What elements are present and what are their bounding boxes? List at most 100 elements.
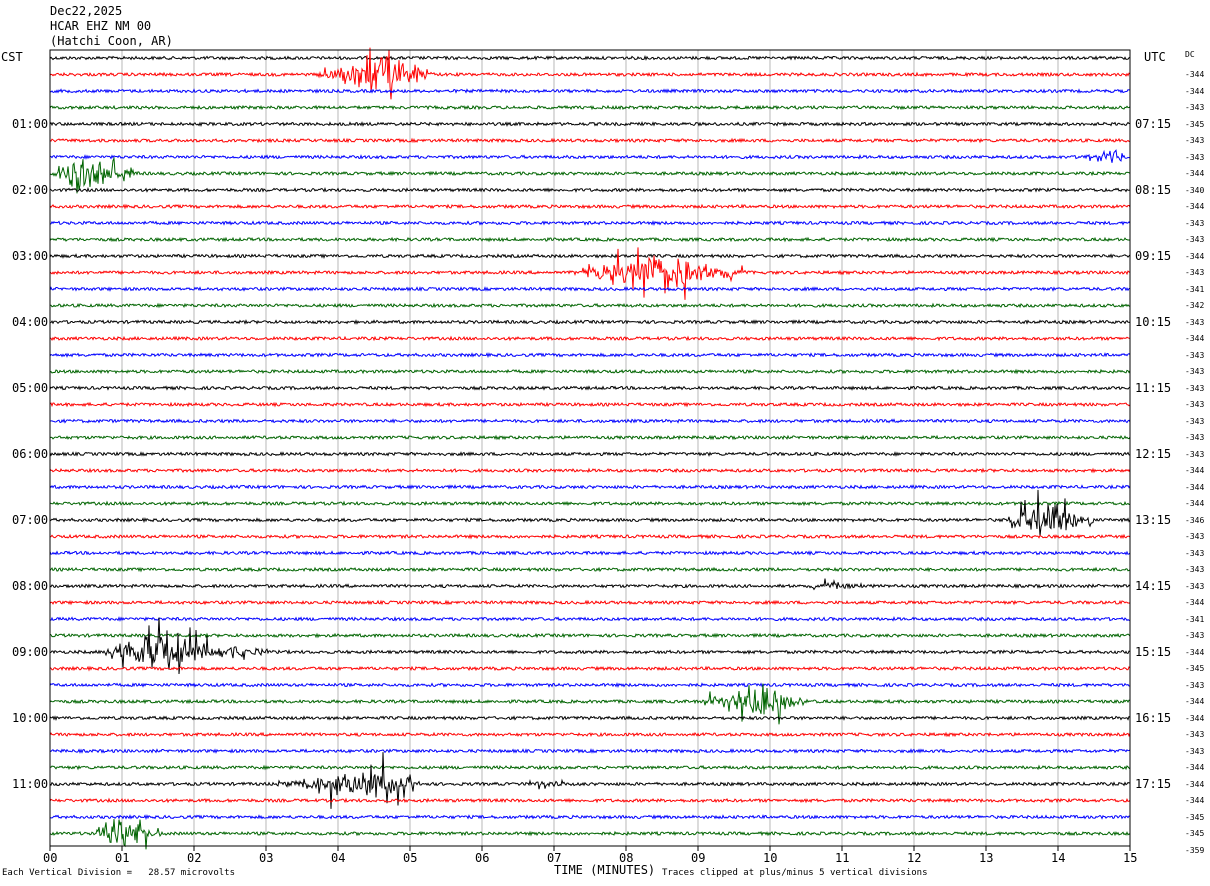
trace-line xyxy=(49,752,1131,809)
trace-line xyxy=(49,533,1131,540)
dc-offset-label: -343 xyxy=(1185,367,1205,376)
x-axis-title: TIME (MINUTES) xyxy=(554,863,656,877)
trace-line xyxy=(49,451,1131,457)
dc-offset-label: -343 xyxy=(1185,730,1205,739)
trace-line xyxy=(49,599,1131,606)
dc-offset-label: -340 xyxy=(1185,185,1205,195)
dc-offset-label: -344 xyxy=(1185,251,1205,261)
dc-offset-label: -344 xyxy=(1185,202,1205,211)
x-tick-label: 13 xyxy=(979,851,994,865)
trace-line xyxy=(49,715,1131,721)
dc-offset-label: -344 xyxy=(1185,334,1205,343)
trace-line xyxy=(49,220,1131,226)
dc-offset-label: -345 xyxy=(1185,664,1205,673)
cst-time-label: 10:00 xyxy=(12,711,49,725)
trace-line xyxy=(49,578,1131,591)
trace-line xyxy=(49,352,1131,359)
trace-line xyxy=(49,121,1130,127)
dc-offset-label: -343 xyxy=(1185,218,1205,228)
trace-line xyxy=(49,186,1131,193)
x-tick-label: 11 xyxy=(835,851,850,865)
clip-note: Traces clipped at plus/minus 5 vertical … xyxy=(662,868,928,878)
utc-time-label: 10:15 xyxy=(1135,315,1172,329)
dc-header-label: DC xyxy=(1185,50,1195,59)
dc-offset-label: -344 xyxy=(1185,466,1205,475)
dc-offset-label: -342 xyxy=(1185,301,1205,310)
trace-line xyxy=(49,418,1131,424)
trace-line xyxy=(49,489,1131,537)
trace-line xyxy=(49,47,1131,100)
x-tick-label: 10 xyxy=(763,851,778,865)
utc-time-label: 08:15 xyxy=(1135,183,1172,197)
dc-offset-label: -343 xyxy=(1185,400,1205,409)
trace-line xyxy=(49,385,1131,391)
cst-time-label: 02:00 xyxy=(12,183,49,197)
trace-line xyxy=(49,88,1131,94)
dc-offset-label: -344 xyxy=(1185,697,1205,706)
trace-line xyxy=(49,368,1131,375)
cst-time-label: 05:00 xyxy=(12,381,49,395)
dc-offset-label: -341 xyxy=(1185,284,1205,294)
dc-offset-label: -343 xyxy=(1185,136,1205,145)
scale-note: Each Vertical Division = 28.57 microvolt… xyxy=(2,868,235,878)
dc-offset-label: -343 xyxy=(1185,317,1205,327)
cst-time-label: 09:00 xyxy=(12,645,49,659)
dc-offset-label: -343 xyxy=(1185,631,1205,640)
trace-line xyxy=(49,434,1131,441)
x-tick-label: 14 xyxy=(1051,851,1066,865)
dc-offset-label: -343 xyxy=(1185,268,1205,277)
x-tick-label: 09 xyxy=(691,851,706,865)
header-location: (Hatchi Coon, AR) xyxy=(50,34,173,48)
trace-line xyxy=(49,484,1131,490)
trace-line xyxy=(49,500,1131,507)
utc-time-label: 09:15 xyxy=(1135,249,1172,263)
trace-line xyxy=(49,203,1131,210)
dc-offset-label: -344 xyxy=(1185,70,1205,79)
header-station: HCAR EHZ NM 00 xyxy=(50,19,152,33)
trace-line xyxy=(49,566,1131,573)
utc-time-label: 16:15 xyxy=(1135,711,1172,725)
trace-line xyxy=(49,54,1131,61)
trace-line xyxy=(49,286,1131,292)
trace-line xyxy=(49,665,1131,672)
dc-offset-label: -343 xyxy=(1185,680,1205,690)
cst-time-label: 04:00 xyxy=(12,315,49,329)
cst-time-label: 03:00 xyxy=(12,249,49,263)
trace-line xyxy=(49,467,1131,474)
x-tick-label: 05 xyxy=(403,851,418,865)
trace-line xyxy=(49,632,1131,639)
dc-offset-label: -344 xyxy=(1185,779,1205,789)
dc-offset-label: -343 xyxy=(1185,548,1205,558)
trace-line xyxy=(49,616,1131,622)
dc-offset-label: -344 xyxy=(1185,647,1205,657)
trace-line xyxy=(49,335,1131,342)
trace-line xyxy=(50,302,1131,309)
x-tick-label: 15 xyxy=(1123,851,1138,865)
dc-offset-label: -343 xyxy=(1185,416,1205,426)
trace-line xyxy=(49,401,1131,408)
trace-line xyxy=(49,550,1131,557)
trace-line xyxy=(49,797,1131,804)
dc-offset-label: -343 xyxy=(1185,746,1205,756)
x-tick-label: 08 xyxy=(619,851,634,865)
dc-offset-label: -344 xyxy=(1185,713,1205,723)
dc-offset-label: -343 xyxy=(1185,433,1205,442)
dc-offset-label: -343 xyxy=(1185,152,1205,162)
trace-line xyxy=(49,319,1131,325)
trace-line xyxy=(49,819,1131,850)
x-tick-label: 02 xyxy=(187,851,202,865)
dc-offset-label: -343 xyxy=(1185,565,1205,574)
x-tick-label: 06 xyxy=(475,851,490,865)
dc-offset-label: -344 xyxy=(1185,499,1205,508)
trace-line xyxy=(49,247,1131,300)
trace-line xyxy=(49,731,1131,738)
cst-time-label: 07:00 xyxy=(12,513,49,527)
x-tick-label: 12 xyxy=(907,851,922,865)
right-timezone-label: UTC xyxy=(1144,50,1166,64)
x-tick-label: 01 xyxy=(115,851,130,865)
x-tick-label: 03 xyxy=(259,851,274,865)
left-timezone-label: CST xyxy=(1,50,23,64)
plot-frame xyxy=(49,49,1131,847)
dc-offset-label: -343 xyxy=(1185,449,1205,459)
